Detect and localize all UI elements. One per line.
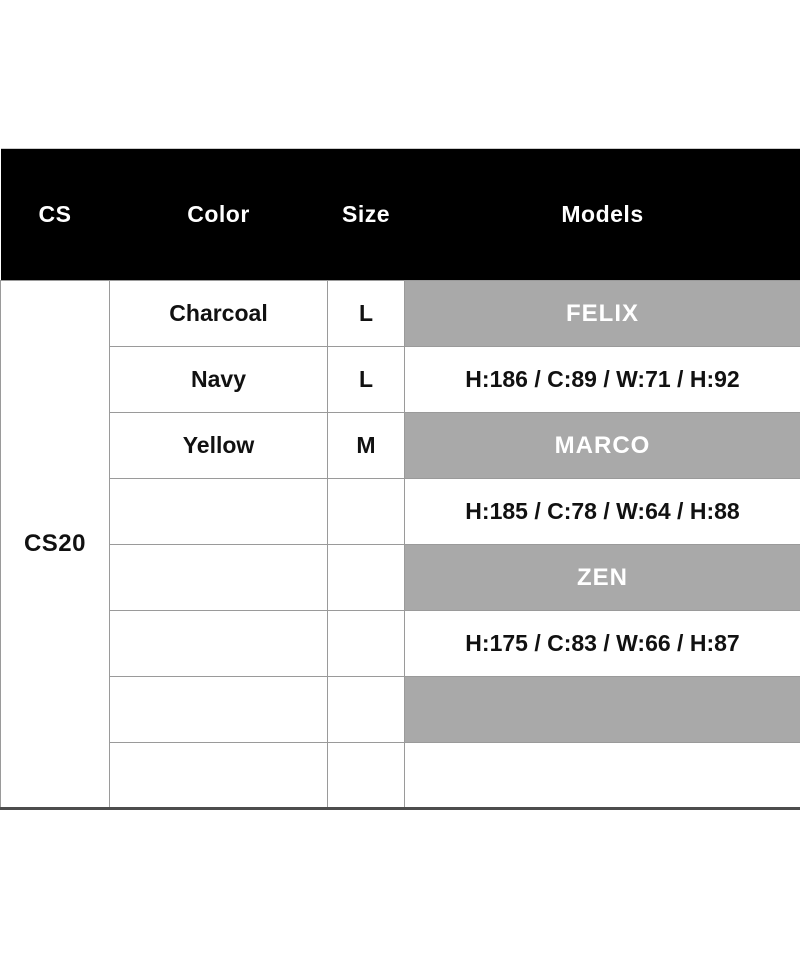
table-row: Yellow M MARCO: [1, 412, 800, 479]
color-cell: [109, 676, 328, 743]
color-cell: [109, 610, 328, 677]
table-row: [1, 676, 800, 743]
cs-id-cell: CS20: [0, 280, 110, 809]
product-spec-table: CS Color Size Models CS20 Charcoal L FEL…: [0, 148, 800, 810]
size-cell: M: [327, 412, 405, 479]
header-cell-cs: CS: [0, 148, 110, 281]
table-row: CS20 Charcoal L FELIX: [0, 280, 800, 809]
table-row: H:175 / C:83 / W:66 / H:87: [1, 610, 800, 677]
size-cell: [327, 676, 405, 743]
model-name-cell-empty: [404, 676, 800, 743]
header-cell-size: Size: [327, 148, 405, 281]
color-cell: [109, 544, 328, 611]
model-name-cell: FELIX: [404, 280, 800, 347]
table-row: [1, 742, 800, 809]
header-cell-models: Models: [404, 148, 800, 281]
color-cell: [109, 478, 328, 545]
color-cell: [109, 742, 328, 809]
size-cell: [327, 742, 405, 809]
size-cell: [327, 610, 405, 677]
model-measurements-cell: H:186 / C:89 / W:71 / H:92: [404, 346, 800, 413]
color-cell: Charcoal: [109, 280, 328, 347]
header-row: CS Color Size Models: [0, 148, 800, 281]
spec-table-header: CS Color Size Models: [0, 148, 800, 281]
model-measurements-cell: H:185 / C:78 / W:64 / H:88: [404, 478, 800, 545]
size-cell: L: [327, 280, 405, 347]
size-cell: [327, 544, 405, 611]
model-name-cell: ZEN: [404, 544, 800, 611]
model-name-cell: MARCO: [404, 412, 800, 479]
color-cell: Navy: [109, 346, 328, 413]
table-row: Navy L H:186 / C:89 / W:71 / H:92: [1, 346, 800, 413]
table-row: H:185 / C:78 / W:64 / H:88: [1, 478, 800, 545]
size-cell: L: [327, 346, 405, 413]
header-cell-color: Color: [109, 148, 328, 281]
model-measurements-cell: H:175 / C:83 / W:66 / H:87: [404, 610, 800, 677]
model-measurements-cell-empty: [404, 742, 800, 809]
color-cell: Yellow: [109, 412, 328, 479]
spec-table-body: CS20 Charcoal L FELIX Navy L H:186 / C:8…: [0, 280, 800, 809]
size-cell: [327, 478, 405, 545]
table-row: ZEN: [1, 544, 800, 611]
